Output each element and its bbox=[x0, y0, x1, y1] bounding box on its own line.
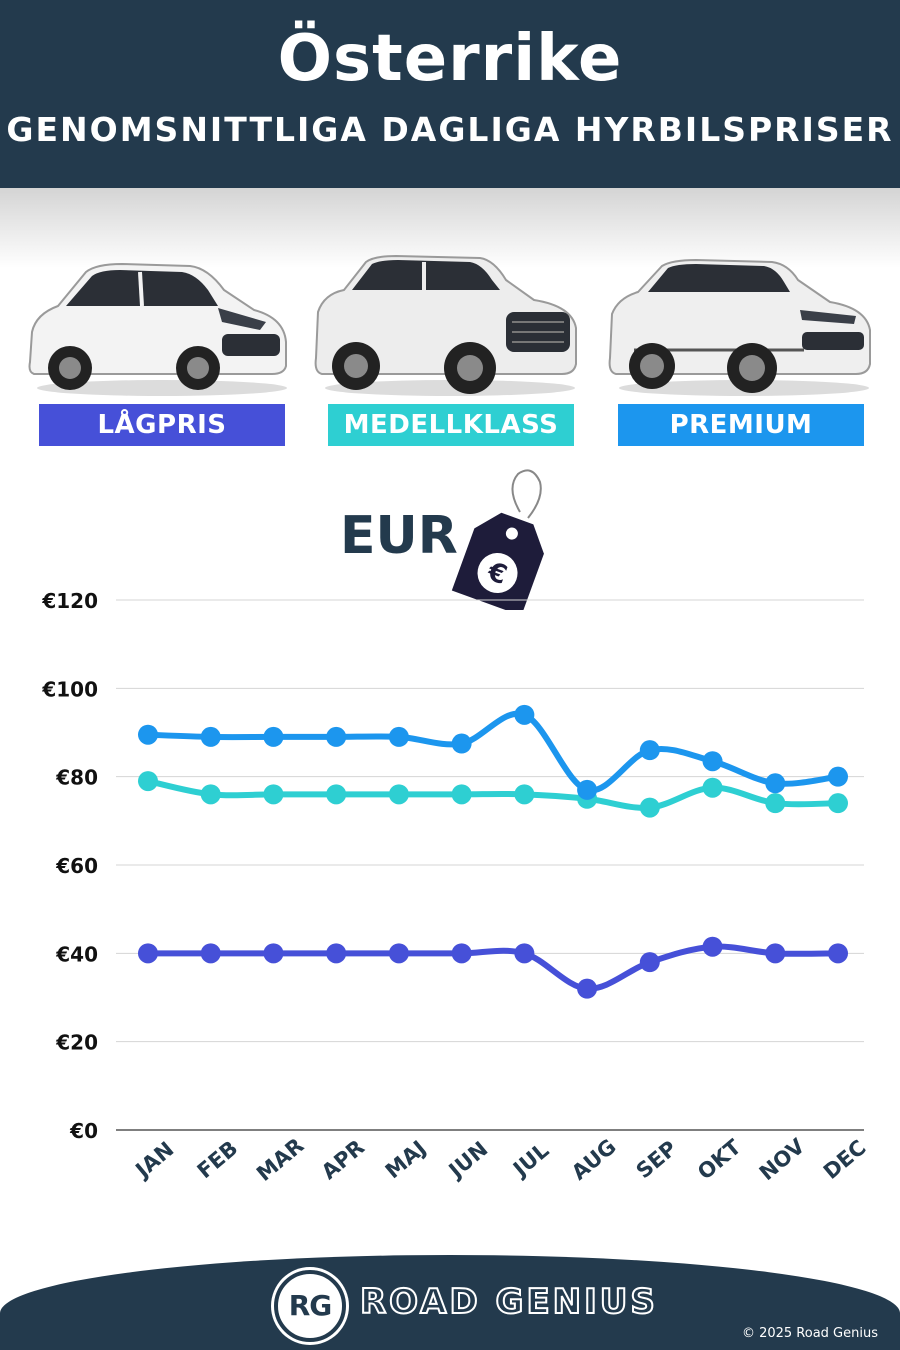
data-point bbox=[828, 793, 848, 814]
x-tick-label: MAR bbox=[252, 1133, 308, 1186]
data-point bbox=[326, 943, 347, 964]
x-tick-label: DEC bbox=[819, 1135, 871, 1184]
data-point bbox=[639, 797, 660, 818]
price-line-chart: €0 €20 €40 €60 €80 €100 €120 JAN FEB MAR APR MAJ JUN… bbox=[41, 589, 871, 1186]
data-point bbox=[702, 777, 723, 798]
data-point bbox=[828, 766, 848, 787]
page-subtitle: GENOMSNITTLIGA DAGLIGA HYRBILSPRISER bbox=[6, 110, 894, 149]
x-tick-label: FEB bbox=[193, 1136, 243, 1183]
data-point bbox=[451, 733, 472, 754]
data-point bbox=[451, 943, 472, 964]
data-point bbox=[577, 978, 598, 999]
y-tick-label: €80 bbox=[55, 766, 98, 790]
data-point bbox=[138, 943, 158, 964]
x-tick-label: SEP bbox=[632, 1136, 682, 1183]
data-point bbox=[514, 943, 535, 964]
brand-name: ROAD GENIUS bbox=[359, 1281, 658, 1323]
road-genius-logo: RG bbox=[274, 1270, 346, 1342]
data-point bbox=[639, 952, 660, 973]
copyright-text: © 2025 Road Genius bbox=[741, 1326, 878, 1341]
data-point bbox=[577, 779, 598, 800]
data-point bbox=[263, 784, 284, 805]
page-title: Österrike bbox=[277, 22, 623, 96]
midsize-car-image bbox=[310, 250, 580, 400]
y-tick-label: €100 bbox=[41, 677, 98, 701]
data-point bbox=[326, 726, 347, 747]
premium-car-image bbox=[604, 250, 874, 400]
footer-banner bbox=[0, 1255, 900, 1350]
euro-price-tag-icon: € bbox=[448, 468, 558, 610]
logo-text: RG bbox=[288, 1289, 333, 1322]
series-line-1 bbox=[145, 778, 841, 811]
data-point bbox=[828, 943, 848, 964]
x-tick-label: OKT bbox=[693, 1134, 746, 1184]
header-banner: Österrike GENOMSNITTLIGA DAGLIGA HYRBILS… bbox=[0, 0, 900, 188]
data-point bbox=[765, 943, 786, 964]
category-label-premium: PREMIUM bbox=[618, 404, 864, 446]
x-tick-label: JUN bbox=[443, 1137, 492, 1184]
data-point bbox=[388, 726, 409, 747]
y-tick-label: €20 bbox=[55, 1031, 98, 1055]
economy-car-image bbox=[22, 250, 292, 400]
data-point bbox=[514, 704, 535, 725]
y-tick-label: €40 bbox=[55, 942, 98, 966]
x-tick-label: JUL bbox=[507, 1138, 553, 1182]
data-point bbox=[765, 793, 786, 814]
category-label-midsize: MEDELLKLASS bbox=[328, 404, 574, 446]
x-tick-label: APR bbox=[317, 1135, 369, 1184]
data-point bbox=[388, 784, 409, 805]
y-tick-label: €0 bbox=[69, 1119, 98, 1143]
x-tick-label: NOV bbox=[755, 1134, 810, 1186]
data-point bbox=[326, 784, 347, 805]
y-tick-label: €60 bbox=[55, 854, 98, 878]
x-tick-label: MAJ bbox=[381, 1136, 431, 1183]
x-tick-label: JAN bbox=[130, 1137, 179, 1183]
data-point bbox=[765, 773, 786, 794]
data-point bbox=[639, 740, 660, 761]
data-point bbox=[514, 784, 535, 805]
data-point bbox=[451, 784, 472, 805]
category-label-economy: LÅGPRIS bbox=[39, 404, 285, 446]
data-point bbox=[138, 771, 158, 792]
currency-label: EUR bbox=[340, 506, 458, 566]
data-point bbox=[200, 784, 221, 805]
header-shadow bbox=[0, 188, 900, 268]
data-point bbox=[388, 943, 409, 964]
data-point bbox=[702, 936, 723, 957]
data-point bbox=[138, 724, 158, 745]
y-tick-label: €120 bbox=[41, 589, 98, 613]
data-point bbox=[702, 751, 723, 772]
series-line-2 bbox=[145, 710, 841, 794]
data-point bbox=[200, 726, 221, 747]
data-point bbox=[200, 943, 221, 964]
data-point bbox=[263, 726, 284, 747]
data-point bbox=[263, 943, 284, 964]
x-tick-label: AUG bbox=[567, 1134, 621, 1184]
